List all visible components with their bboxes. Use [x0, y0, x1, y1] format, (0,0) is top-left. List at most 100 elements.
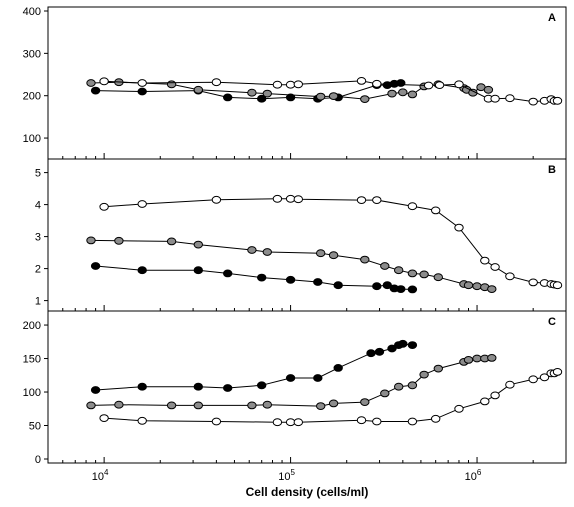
data-point: [463, 356, 474, 364]
x-tick-label: 106: [465, 468, 482, 483]
data-point: [396, 285, 406, 294]
data-point: [262, 400, 272, 409]
data-point: [539, 373, 550, 382]
data-point: [487, 354, 497, 362]
data-point: [396, 79, 406, 87]
data-point: [372, 282, 382, 291]
series-white: [99, 77, 563, 106]
data-point: [99, 77, 109, 86]
data-point: [490, 391, 500, 400]
panel-label: C: [548, 316, 556, 328]
data-point: [285, 93, 296, 102]
x-tick-label: 104: [92, 468, 109, 483]
data-point: [114, 400, 124, 409]
data-point: [99, 202, 109, 211]
data-point: [285, 275, 296, 284]
data-point: [372, 417, 382, 426]
series-gray: [86, 354, 497, 411]
data-point: [419, 270, 429, 279]
data-point: [387, 344, 397, 353]
series-gray: [86, 236, 497, 294]
data-point: [247, 401, 257, 410]
data-point: [454, 223, 464, 232]
series-line: [90, 357, 492, 407]
data-point: [272, 80, 283, 89]
series-white: [99, 194, 563, 290]
data-point: [528, 278, 538, 287]
data-point: [293, 418, 303, 427]
y-tick-label: 200: [23, 320, 41, 332]
data-point: [433, 273, 443, 282]
data-point: [285, 194, 296, 203]
data-point: [490, 263, 500, 271]
data-point: [356, 196, 367, 205]
data-point: [356, 77, 367, 85]
data-point: [86, 236, 96, 245]
data-point: [328, 399, 339, 408]
data-point: [505, 272, 515, 281]
panel-label: B: [548, 164, 556, 176]
data-point: [193, 401, 204, 410]
data-point: [360, 398, 370, 407]
data-point: [211, 195, 222, 204]
data-point: [387, 89, 397, 98]
data-point: [293, 80, 303, 89]
data-point: [483, 85, 494, 94]
data-point: [223, 93, 233, 102]
y-tick-label: 0: [35, 454, 41, 466]
data-point: [454, 80, 464, 89]
data-point: [380, 389, 390, 398]
data-point: [293, 195, 303, 204]
data-point: [86, 79, 96, 87]
data-point: [480, 256, 490, 265]
data-point: [454, 404, 464, 413]
data-point: [285, 374, 296, 382]
data-point: [166, 80, 177, 89]
data-point: [272, 418, 283, 427]
data-point: [316, 92, 326, 101]
data-point: [272, 194, 283, 203]
data-point: [552, 96, 563, 105]
series-white: [99, 368, 563, 427]
data-point: [247, 246, 257, 254]
data-point: [423, 81, 434, 90]
data-point: [262, 89, 272, 98]
data-point: [257, 273, 267, 282]
data-point: [407, 202, 418, 211]
data-point: [360, 255, 370, 264]
data-point: [472, 354, 482, 363]
data-point: [398, 339, 408, 348]
data-point: [223, 384, 233, 392]
data-point: [463, 281, 474, 290]
data-point: [99, 414, 109, 423]
y-tick-label: 1: [35, 296, 41, 308]
y-tick-label: 5: [35, 168, 41, 180]
y-tick-label: 400: [23, 6, 41, 18]
data-point: [211, 78, 222, 87]
data-point: [90, 86, 101, 95]
data-point: [316, 402, 326, 411]
data-point: [257, 381, 267, 390]
data-point: [137, 87, 147, 96]
panel-c: 0 50 100 150 200 C: [23, 310, 567, 466]
y-tick-label: 50: [29, 421, 41, 433]
data-point: [480, 397, 490, 406]
series-line: [104, 371, 558, 423]
data-point: [552, 368, 563, 376]
data-point: [137, 200, 147, 208]
data-point: [328, 92, 339, 100]
data-point: [398, 88, 408, 97]
y-tick-label: 200: [23, 91, 41, 103]
data-point: [407, 341, 418, 350]
data-point: [487, 285, 497, 294]
data-point: [407, 269, 418, 278]
data-point: [505, 94, 515, 103]
data-point: [328, 251, 339, 260]
data-point: [472, 282, 482, 291]
data-point: [114, 236, 124, 245]
data-point: [431, 206, 441, 215]
data-point: [137, 382, 147, 391]
data-point: [552, 281, 563, 290]
data-point: [366, 349, 376, 358]
